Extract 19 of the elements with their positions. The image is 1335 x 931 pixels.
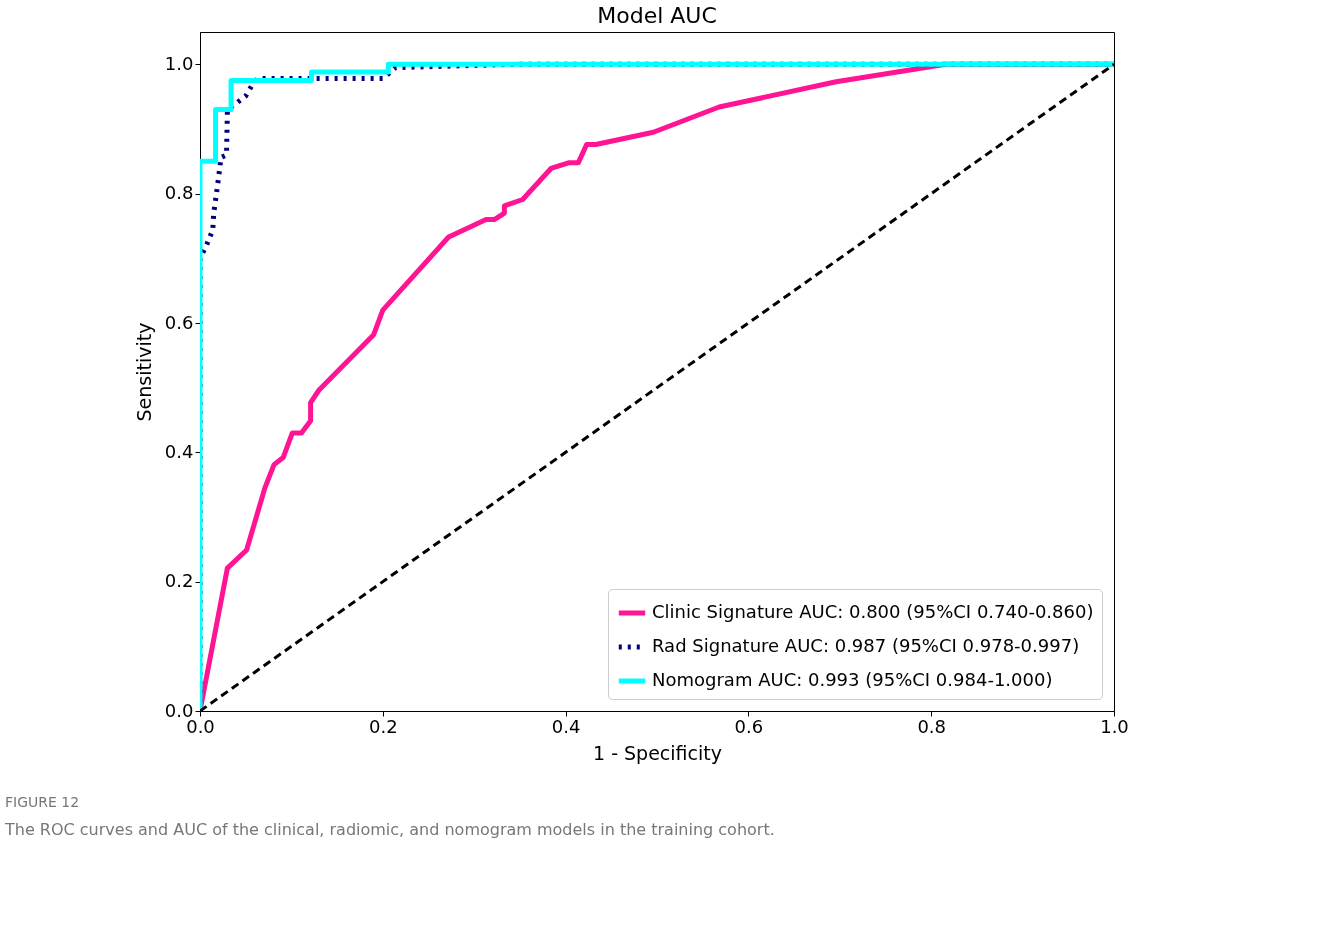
x-tick-label: 0.8 bbox=[917, 715, 947, 737]
legend-label: Clinic Signature AUC: 0.800 (95%CI 0.740-0.860) bbox=[652, 601, 1094, 622]
y-tick-label: 0.4 bbox=[164, 440, 194, 462]
x-axis-title: 1 - Specificity bbox=[593, 741, 722, 764]
caption: FIGURE 12 bbox=[5, 794, 80, 810]
y-tick-label: 0.8 bbox=[164, 182, 194, 204]
y-tick-label: 0.2 bbox=[164, 570, 194, 592]
x-tick-label: 1.0 bbox=[1100, 715, 1129, 737]
y-tick-label: 0.0 bbox=[164, 699, 194, 721]
y-tick-label: 0.6 bbox=[164, 311, 194, 333]
x-tick-label: 0.2 bbox=[368, 715, 398, 737]
y-tick-label: 1.0 bbox=[164, 52, 194, 74]
x-tick-label: 0.6 bbox=[734, 715, 764, 737]
legend-label: Rad Signature AUC: 0.987 (95%CI 0.978-0.997) bbox=[652, 635, 1080, 656]
y-axis-title: Sensitivity bbox=[132, 322, 155, 422]
text: The ROC curves and AUC of the clinical, radiomic, and nomogram models in the training cohort. bbox=[4, 820, 775, 839]
x-tick-label: 0.4 bbox=[551, 715, 581, 737]
legend-label: Nomogram AUC: 0.993 (95%CI 0.984-1.000) bbox=[652, 669, 1053, 690]
chart-title: Model AUC bbox=[597, 3, 717, 28]
